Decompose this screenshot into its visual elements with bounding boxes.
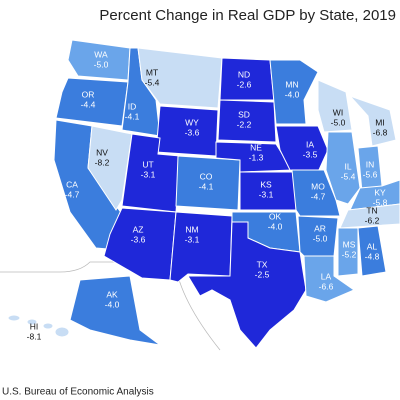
state-abbr: CA [66, 179, 78, 189]
state-value: -2.5 [255, 269, 270, 279]
state-abbr: KS [260, 179, 272, 189]
state-abbr: NM [185, 224, 198, 234]
state-value: -4.7 [311, 191, 326, 201]
map-title: Percent Change in Real GDP by State, 201… [99, 7, 396, 24]
state-value: -3.6 [185, 127, 200, 137]
state-abbr: SD [238, 109, 250, 119]
state-abbr: MS [343, 239, 356, 249]
state-abbr: IN [366, 159, 375, 169]
state-abbr: MT [146, 67, 158, 77]
state-shape [187, 221, 307, 349]
state-value: -6.6 [319, 281, 334, 291]
state-value: -4.0 [105, 299, 120, 309]
state-shape [87, 125, 133, 211]
state-shape [169, 211, 233, 283]
state-abbr: AZ [133, 224, 144, 234]
state-shape [325, 131, 361, 205]
state-shape [349, 95, 397, 147]
state-abbr: CO [200, 171, 213, 181]
state-shape [339, 203, 400, 229]
state-value: -3.1 [141, 169, 156, 179]
state-shape [337, 227, 359, 277]
state-value: -5.4 [145, 77, 160, 87]
state-shape [137, 47, 223, 109]
state-abbr: MN [285, 79, 298, 89]
state-abbr: TN [366, 205, 377, 215]
state-value: -3.1 [185, 234, 200, 244]
state-shape [69, 275, 161, 346]
state-shape [317, 79, 353, 133]
state-value: -5.0 [313, 233, 328, 243]
state-shape [7, 314, 21, 322]
state-abbr: AR [314, 223, 326, 233]
state-abbr: ID [128, 101, 137, 111]
state-abbr: AK [106, 289, 118, 299]
state-abbr: HI [30, 321, 39, 331]
state-abbr: UT [142, 159, 153, 169]
state-shape [357, 225, 387, 277]
state-value: -6.2 [365, 215, 380, 225]
state-abbr: LA [321, 271, 332, 281]
state-value: -8.1 [27, 331, 42, 341]
state-abbr: OR [82, 89, 95, 99]
state-shape [26, 318, 38, 326]
state-value: -3.1 [259, 189, 274, 199]
state-labels: WA-5.0OR-4.4CA-4.7NV-8.2ID-4.1MT-5.4WY-3… [27, 49, 388, 341]
state-value: -5.2 [342, 249, 357, 259]
state-value: -4.7 [65, 189, 80, 199]
state-abbr: KY [374, 187, 386, 197]
state-value: -2.6 [237, 79, 252, 89]
state-value: -5.6 [363, 169, 378, 179]
state-shape [217, 99, 277, 143]
state-value: -5.0 [94, 59, 109, 69]
state-abbr: AL [367, 241, 378, 251]
state-value: -4.1 [125, 111, 140, 121]
state-shape [349, 179, 400, 211]
state-abbr: WI [333, 107, 343, 117]
state-value: -2.2 [237, 119, 252, 129]
state-abbr: IA [306, 139, 314, 149]
state-value: -3.5 [303, 149, 318, 159]
state-value: -6.8 [373, 127, 388, 137]
state-value: -4.0 [285, 89, 300, 99]
state-value: -8.2 [95, 157, 110, 167]
states [7, 39, 400, 349]
state-value: -4.1 [199, 181, 214, 191]
state-shape [303, 255, 356, 303]
state-abbr: TX [257, 259, 268, 269]
state-shape [54, 326, 70, 338]
state-shape [55, 77, 129, 127]
state-shape [42, 322, 54, 330]
source: U.S. Bureau of Economic Analysis [2, 387, 154, 398]
state-value: -5.0 [331, 117, 346, 127]
state-abbr: MI [375, 117, 384, 127]
state-value: -5.8 [373, 197, 388, 207]
state-shape [269, 59, 319, 125]
state-shape [291, 169, 341, 217]
state-abbr: IL [344, 161, 351, 171]
state-shape [67, 39, 131, 81]
state-value: -1.3 [249, 152, 264, 162]
state-abbr: MO [311, 181, 325, 191]
state-abbr: OK [269, 211, 282, 221]
state-value: -4.4 [81, 99, 96, 109]
state-abbr: WY [185, 117, 199, 127]
state-value: -3.6 [131, 234, 146, 244]
state-abbr: NE [250, 142, 262, 152]
state-abbr: ND [238, 69, 250, 79]
state-value: -5.4 [341, 171, 356, 181]
state-abbr: WA [94, 49, 108, 59]
state-value: -4.0 [268, 221, 283, 231]
state-value: -4.8 [365, 251, 380, 261]
state-abbr: NV [96, 147, 108, 157]
